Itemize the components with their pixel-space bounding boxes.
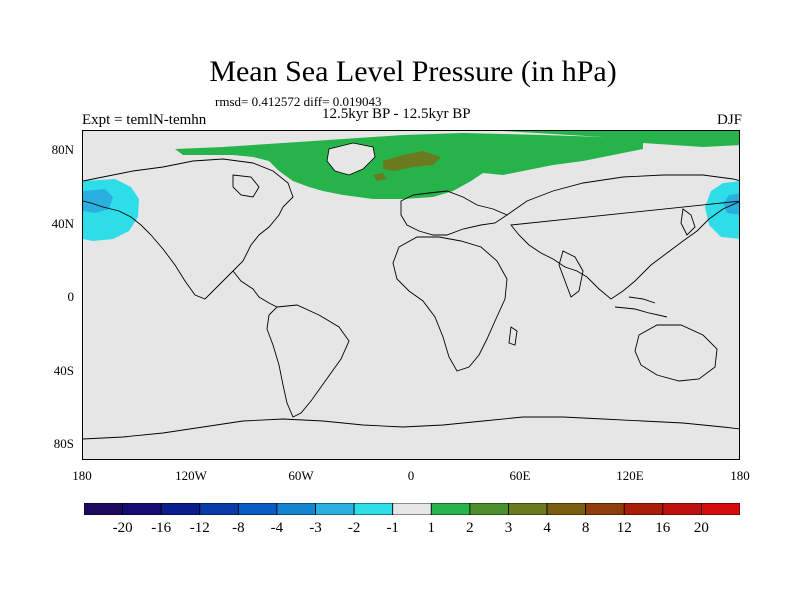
colorbar-box [160,503,201,515]
antarctica-coast [83,416,739,440]
atlantic-positive-core [383,151,441,171]
colorbar-tick-label: 3 [504,520,513,536]
colorbar-box [315,503,355,515]
lat-tick-0: 0 [67,289,75,304]
map-canvas [83,131,739,459]
lon-tick-180-west: 180 [72,468,92,483]
lat-tick-80n: 80N [51,142,74,157]
colorbar-box [585,503,625,515]
colorbar-tick-label: -8 [232,520,245,536]
greenland-landmass [326,142,376,176]
colorbar-tick-label: -12 [189,520,210,536]
colorbar-box [623,503,664,515]
colorbar-box [546,503,587,515]
madagascar [508,326,518,346]
arctic-positive-strip [503,131,739,147]
lon-tick-180-east: 180 [730,468,750,483]
colorbar-tick-label: -3 [309,520,322,536]
colorbar-tick-label: 8 [581,520,590,536]
north-america-coast [83,158,294,300]
colorbar-tick-label: -20 [112,520,133,536]
colorbar-box [122,503,162,515]
colorbar-tick-label: -16 [151,520,172,536]
africa-coast [392,236,508,372]
lat-tick-80s: 80S [53,436,74,451]
colorbar-box [508,503,548,515]
coastlines [83,158,739,440]
colorbar-tick-label: -1 [386,520,399,536]
colorbar-box [469,503,509,515]
map-title: Mean Sea Level Pressure (in hPa) [209,55,617,88]
colorbar-box [430,503,471,515]
colorbar-tick-label: 16 [655,520,671,536]
central-america [232,270,278,308]
colorbar-box [701,503,740,515]
lat-tick-40s: 40S [53,363,74,378]
lon-tick-0: 0 [407,468,415,483]
colorbar-tick-label: -4 [270,520,284,536]
lon-tick-120e: 120E [616,468,644,483]
colorbar-box [276,503,316,515]
colorbar-tick-label: 20 [693,520,709,536]
period-label: 12.5kyr BP - 12.5kyr BP [322,106,471,122]
lon-tick-60e: 60E [509,468,531,483]
lat-tick-40n: 40N [51,216,74,231]
indonesia-islands [614,296,668,318]
map-panel [82,130,740,460]
colorbar-box [199,503,239,515]
colorbar [84,503,740,515]
colorbar-box [237,503,278,515]
atlantic-positive-core-2 [373,173,387,181]
south-america-coast [266,304,350,418]
asia-coast [506,174,739,300]
colorbar-tick-label: 2 [466,520,474,536]
pacific-negative-core-east [723,193,739,215]
colorbar-box [84,503,123,515]
lon-tick-60w: 60W [288,468,314,483]
colorbar-box [392,503,432,515]
australia-coast [634,324,718,382]
japan [680,208,696,236]
europe-coast [400,190,508,236]
colorbar-tick-label: -2 [347,520,361,536]
lon-tick-120w: 120W [175,468,207,483]
season-label: DJF [716,112,742,128]
hudson-bay [232,174,260,198]
indian-subcontinent [558,250,584,298]
pacific-negative-core-west [83,189,113,213]
colorbar-box [353,503,394,515]
colorbar-tick-label: 12 [616,520,632,536]
colorbar-tick-label: 1 [427,520,436,536]
colorbar-tick-label: 4 [543,520,551,536]
experiment-label: Expt = temlN-temhn [82,112,207,128]
colorbar-box [662,503,702,515]
stats-line: rmsd= 0.412572 diff= 0.019043 [215,94,382,109]
